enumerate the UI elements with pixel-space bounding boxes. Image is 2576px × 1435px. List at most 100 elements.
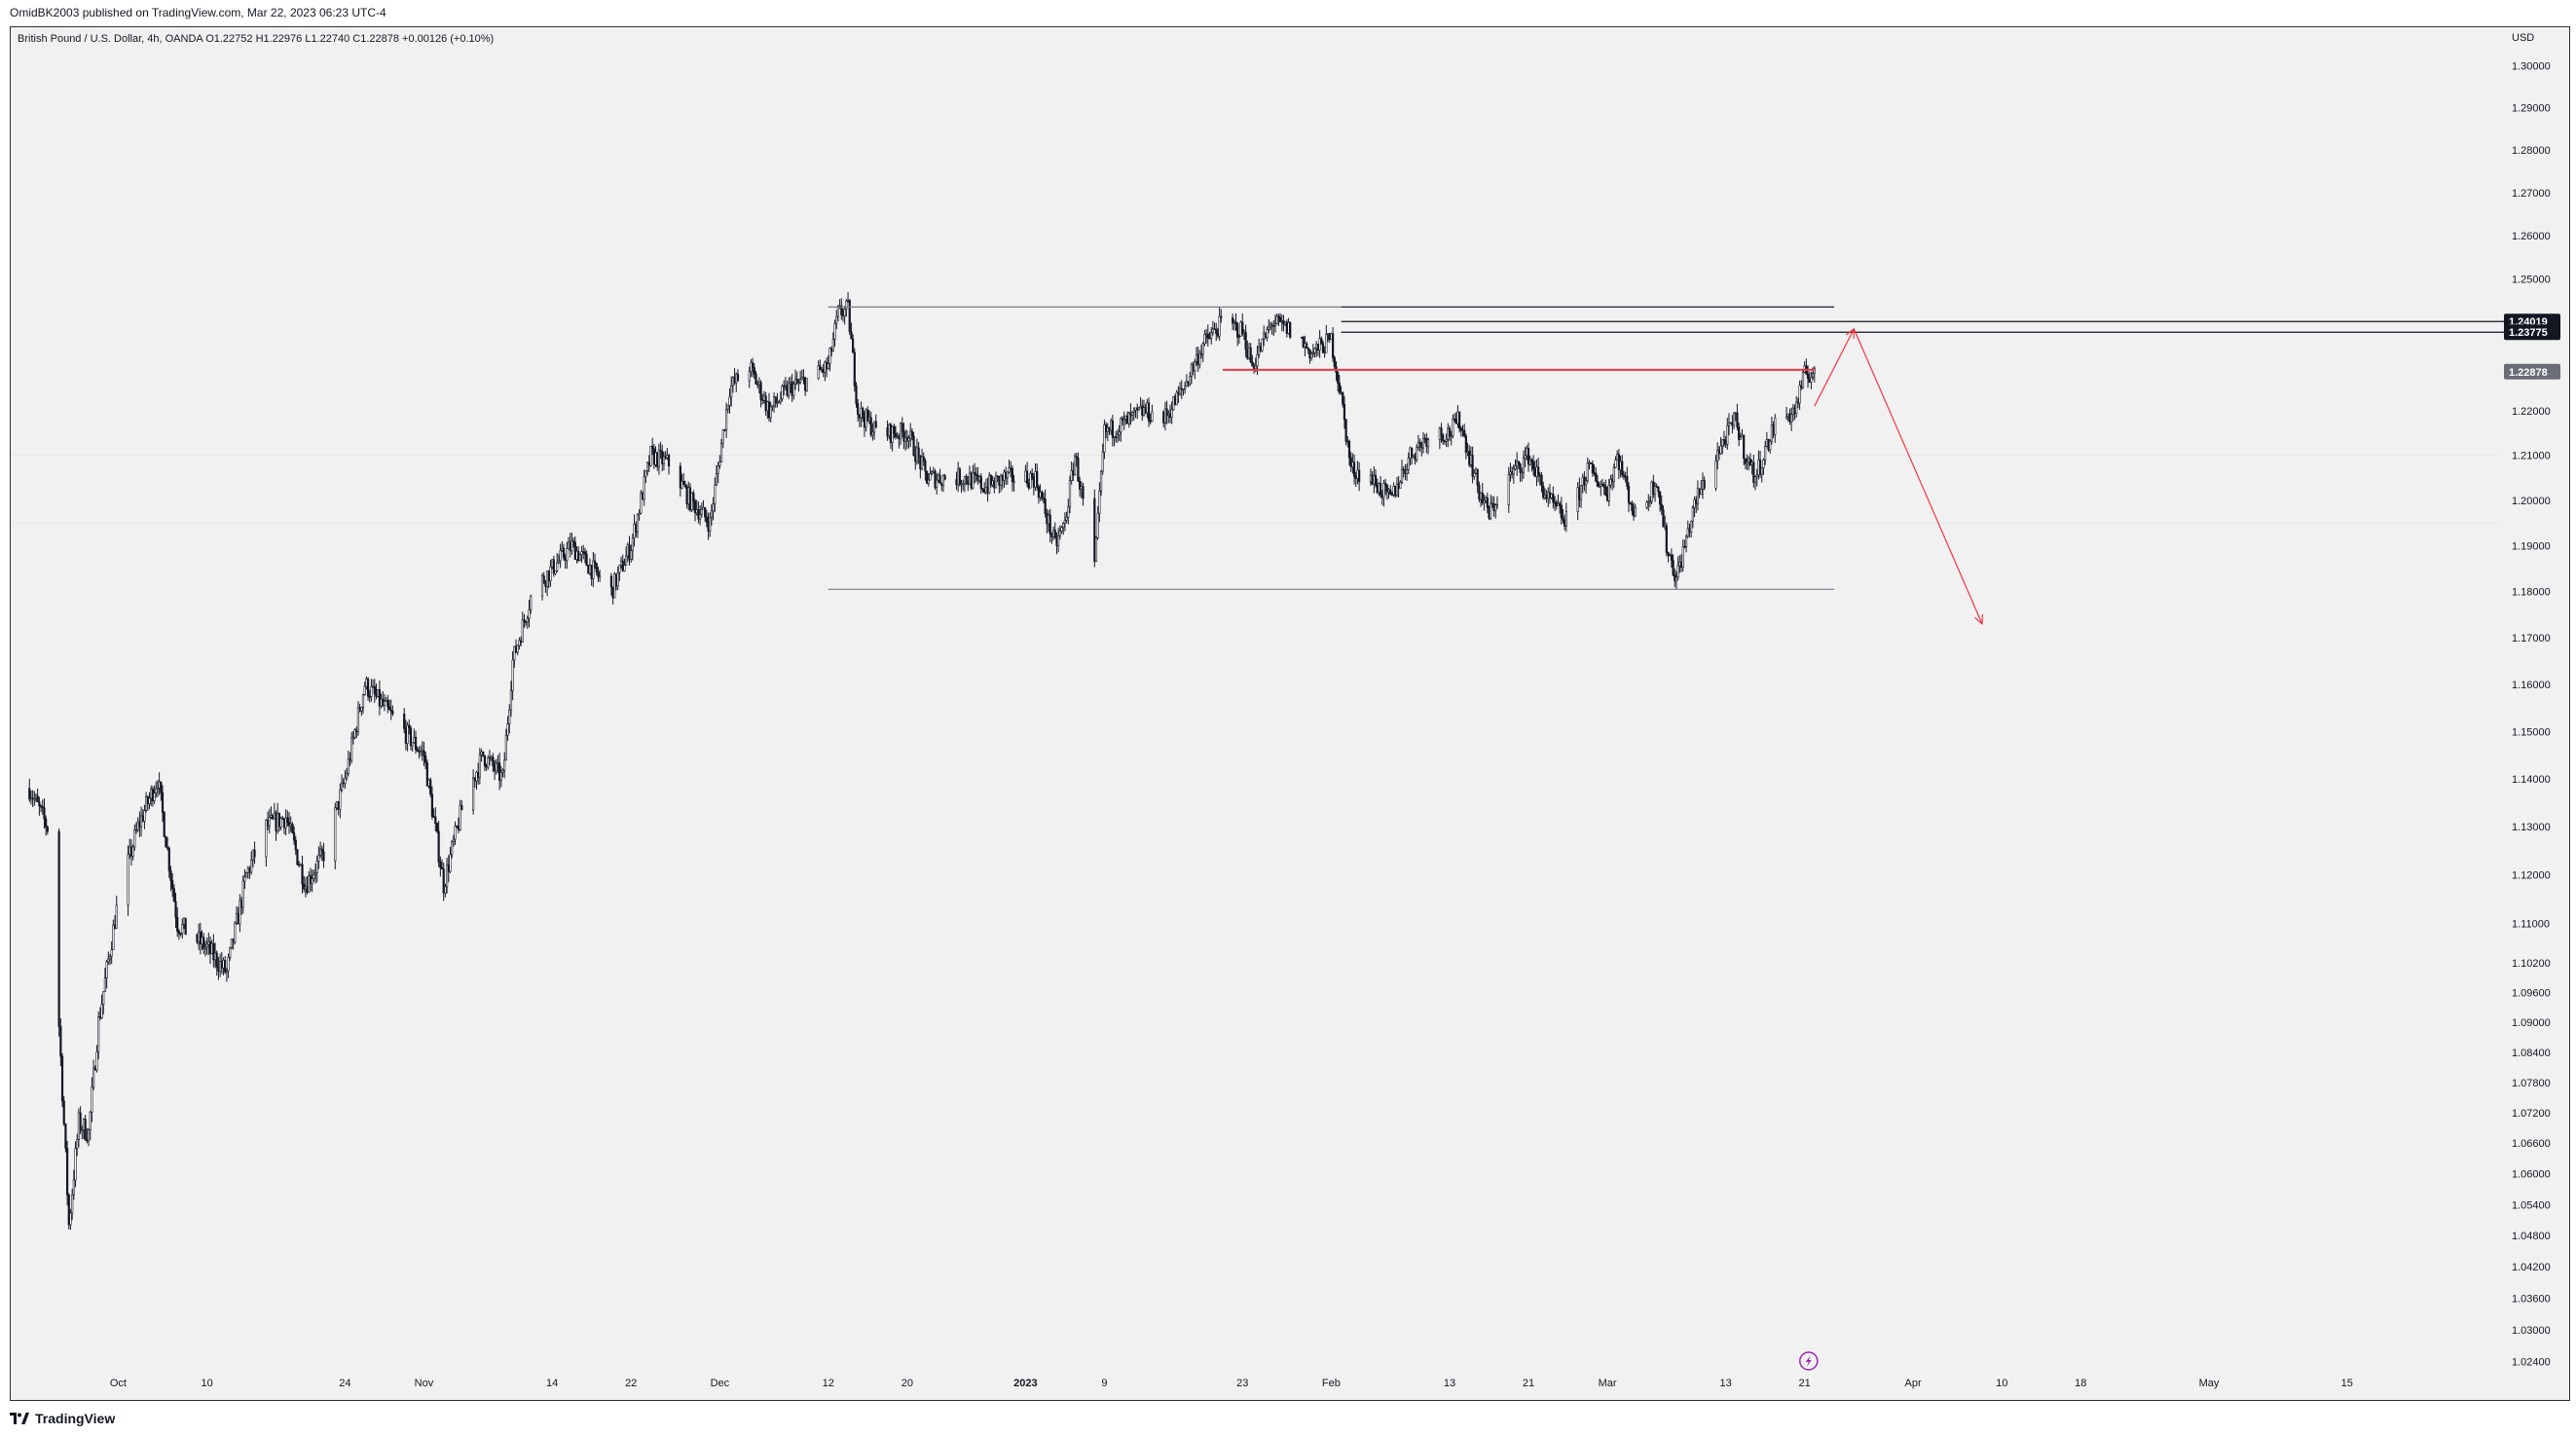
candle-body: [92, 1067, 95, 1087]
candle-body: [693, 500, 697, 514]
candle-body: [1473, 472, 1476, 477]
candle-body: [239, 900, 241, 925]
candle-body: [456, 826, 459, 828]
candle-body: [657, 450, 660, 467]
candle-body: [1454, 419, 1457, 424]
candle-body: [769, 406, 772, 419]
candle-body: [1760, 467, 1763, 475]
candle-body: [577, 550, 580, 562]
candle-body: [695, 509, 698, 514]
candle-body: [1151, 411, 1154, 422]
candle-body: [1205, 333, 1208, 336]
candle-body: [301, 864, 304, 885]
candle-body: [874, 421, 877, 428]
candle-body: [308, 875, 311, 893]
candle-body: [235, 913, 239, 924]
candle-body: [1215, 329, 1218, 334]
candle-body: [1542, 485, 1545, 498]
candle-body: [1342, 391, 1344, 405]
candle-body: [1716, 450, 1719, 461]
candle-body: [569, 541, 571, 552]
price-tick-label: 1.04800: [2512, 1231, 2551, 1242]
candle-body: [108, 955, 112, 960]
candle-body: [1349, 457, 1352, 467]
candle-body: [941, 475, 945, 487]
candle-body: [756, 384, 759, 386]
candle-body: [640, 493, 643, 514]
candle-body: [1300, 337, 1304, 339]
candle-body: [1461, 429, 1464, 432]
candle-body: [1612, 466, 1615, 482]
candle-body: [1806, 373, 1810, 380]
candle-body: [578, 554, 581, 562]
price-tick-label: 1.13000: [2512, 822, 2551, 833]
candle-body: [377, 689, 380, 697]
candle-body: [899, 423, 902, 440]
candle-body: [71, 1194, 74, 1214]
candle-body: [382, 698, 385, 706]
candle-body: [1634, 507, 1637, 517]
candle-body: [1564, 511, 1567, 527]
candle-body: [1739, 436, 1742, 440]
candle-body: [1693, 498, 1696, 508]
candle-body: [133, 829, 136, 848]
candle-body: [74, 1148, 77, 1181]
candle-body: [372, 685, 375, 688]
candle-body: [685, 486, 688, 505]
price-tick-label: 1.11000: [2512, 919, 2550, 931]
candle-body: [981, 488, 984, 491]
candle-body: [107, 958, 110, 963]
candle-body: [241, 880, 244, 908]
candle-body: [792, 384, 795, 396]
candle-body: [1607, 485, 1610, 501]
candle-body: [351, 736, 354, 739]
candle-body: [1137, 407, 1140, 411]
candle-body: [1006, 471, 1009, 479]
candle-body: [748, 371, 751, 382]
candle-body: [1206, 333, 1209, 339]
candle-body: [313, 873, 315, 879]
candle-body: [179, 933, 182, 935]
candle-body: [245, 872, 248, 878]
candle-body: [654, 452, 657, 465]
candle-body: [435, 823, 439, 832]
candle-body: [1690, 520, 1693, 534]
candle-body: [1142, 407, 1146, 416]
candle-body: [683, 484, 687, 488]
candle-body: [237, 913, 239, 925]
candle-body: [1354, 475, 1357, 479]
candle-body: [730, 385, 733, 398]
candle-body: [888, 423, 891, 437]
candle-body: [1080, 486, 1083, 490]
candle-body: [1167, 413, 1170, 417]
candle-body: [268, 817, 271, 827]
price-tick-label: 1.18000: [2512, 587, 2551, 599]
candle-body: [1647, 500, 1650, 503]
time-axis: Oct 10 24 Nov 14 22 Dec 12 20 2023 9 23 Feb 13 21 Mar 13…: [110, 1378, 2353, 1389]
candle-body: [1788, 413, 1791, 423]
candle-body: [411, 742, 414, 747]
candle-body: [1650, 481, 1653, 502]
candle-body: [955, 478, 958, 486]
candle-body: [1667, 552, 1670, 556]
time-tick-label: 2023: [1013, 1378, 1037, 1389]
candle-body: [1602, 484, 1605, 488]
candle-body: [250, 860, 253, 873]
time-tick-label: 23: [1236, 1378, 1248, 1389]
candle-body: [286, 817, 289, 824]
candle-body: [480, 751, 483, 755]
chart-frame[interactable]: [10, 26, 2570, 1401]
candle-body: [1139, 405, 1142, 409]
candle-body: [81, 1129, 84, 1132]
candle-body: [623, 565, 626, 571]
candle-body: [1012, 481, 1015, 483]
candle-body: [1456, 411, 1459, 424]
candle-body: [1067, 506, 1070, 518]
candle-body: [1320, 338, 1323, 345]
candle-body: [222, 960, 225, 969]
time-tick-label: May: [2199, 1378, 2220, 1389]
candle-body: [905, 436, 908, 442]
candle-body: [1653, 486, 1657, 496]
candle-body: [820, 369, 824, 371]
